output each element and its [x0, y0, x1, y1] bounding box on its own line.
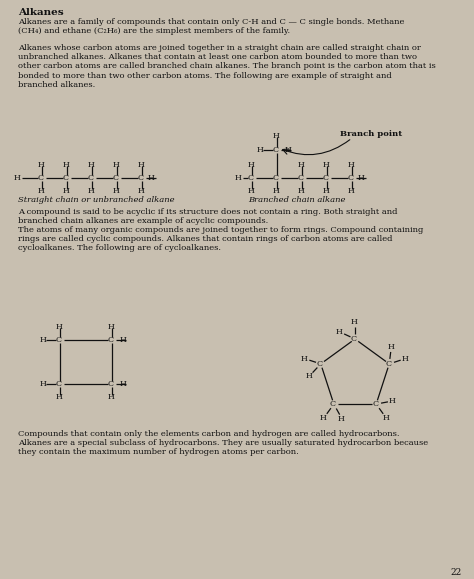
Text: 22: 22 — [450, 568, 461, 577]
Text: H: H — [273, 132, 280, 140]
Text: H: H — [40, 380, 47, 388]
Text: H: H — [56, 323, 63, 331]
Text: H: H — [63, 161, 70, 169]
Text: H: H — [338, 415, 345, 423]
Text: H: H — [285, 146, 292, 154]
Text: H: H — [14, 174, 21, 182]
Text: Alkanes: Alkanes — [18, 8, 64, 17]
Text: A compound is said to be acyclic if its structure does not contain a ring. Both : A compound is said to be acyclic if its … — [18, 208, 398, 225]
Text: H: H — [323, 161, 330, 169]
Text: H: H — [382, 414, 389, 422]
Text: H: H — [298, 187, 305, 195]
Text: H: H — [88, 187, 95, 195]
Text: C: C — [108, 380, 114, 388]
Text: H: H — [138, 187, 145, 195]
Text: H: H — [348, 187, 355, 195]
Text: H: H — [120, 336, 127, 344]
Text: H: H — [38, 187, 45, 195]
Text: H: H — [235, 174, 242, 182]
Text: C: C — [323, 174, 329, 182]
Text: Compounds that contain only the elements carbon and hydrogen are called hydrocar: Compounds that contain only the elements… — [18, 430, 428, 456]
Text: Straight chain or unbranched alkane: Straight chain or unbranched alkane — [18, 196, 174, 204]
Text: H: H — [351, 318, 358, 326]
Text: H: H — [358, 174, 365, 182]
Text: C: C — [273, 174, 279, 182]
Text: H: H — [113, 187, 120, 195]
Text: H: H — [401, 354, 408, 362]
Text: C: C — [63, 174, 69, 182]
Text: C: C — [88, 174, 94, 182]
Text: H: H — [298, 161, 305, 169]
Text: C: C — [113, 174, 119, 182]
Text: C: C — [317, 360, 323, 368]
Text: H: H — [38, 161, 45, 169]
Text: H: H — [348, 161, 355, 169]
Text: H: H — [248, 187, 255, 195]
Text: C: C — [56, 380, 62, 388]
Text: Branch point: Branch point — [340, 130, 402, 138]
Text: H: H — [336, 328, 343, 336]
Text: C: C — [348, 174, 354, 182]
Text: H: H — [88, 161, 95, 169]
Text: H: H — [320, 414, 327, 422]
Text: C: C — [56, 336, 62, 344]
Text: C: C — [330, 400, 336, 408]
Text: C: C — [273, 146, 279, 154]
Text: C: C — [385, 360, 392, 368]
Text: H: H — [273, 187, 280, 195]
Text: H: H — [63, 187, 70, 195]
Text: H: H — [108, 393, 115, 401]
Text: H: H — [40, 336, 47, 344]
Text: Alkanes are a family of compounds that contain only C-H and C — C single bonds. : Alkanes are a family of compounds that c… — [18, 18, 404, 35]
Text: H: H — [148, 174, 155, 182]
Text: C: C — [38, 174, 44, 182]
Text: Alkanes whose carbon atoms are joined together in a straight chain are called st: Alkanes whose carbon atoms are joined to… — [18, 44, 436, 89]
Text: H: H — [248, 161, 255, 169]
Text: C: C — [298, 174, 304, 182]
Text: C: C — [248, 174, 254, 182]
Text: H: H — [305, 372, 312, 380]
Text: H: H — [387, 343, 394, 351]
Text: H: H — [120, 380, 127, 388]
Text: H: H — [113, 161, 120, 169]
Text: H: H — [389, 397, 396, 405]
Text: H: H — [323, 187, 330, 195]
Text: C: C — [108, 336, 114, 344]
Text: H: H — [108, 323, 115, 331]
Text: The atoms of many organic compounds are joined together to form rings. Compound : The atoms of many organic compounds are … — [18, 226, 423, 252]
Text: C: C — [138, 174, 144, 182]
Text: H: H — [56, 393, 63, 401]
Text: H: H — [257, 146, 264, 154]
Text: C: C — [372, 400, 378, 408]
Text: Branched chain alkane: Branched chain alkane — [248, 196, 346, 204]
Text: C: C — [351, 335, 357, 343]
Text: H: H — [301, 354, 308, 362]
Text: H: H — [138, 161, 145, 169]
